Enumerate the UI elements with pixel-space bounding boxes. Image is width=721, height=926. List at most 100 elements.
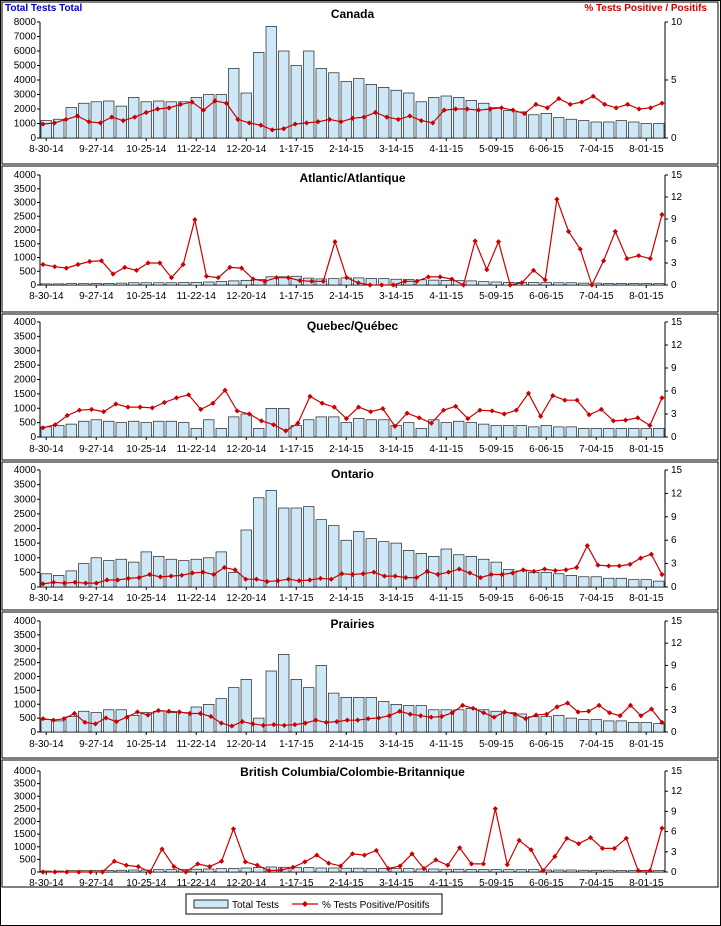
line-marker xyxy=(168,275,175,281)
line-marker xyxy=(135,864,141,870)
line-marker xyxy=(617,713,623,719)
line-marker xyxy=(183,869,189,875)
bar xyxy=(540,282,552,286)
bar xyxy=(428,868,440,873)
line-marker xyxy=(531,568,537,574)
line-marker xyxy=(495,239,502,245)
line-marker xyxy=(309,278,315,284)
line-marker xyxy=(460,282,467,288)
bar xyxy=(390,89,402,139)
line-marker xyxy=(579,99,585,105)
bar xyxy=(353,867,365,873)
line-marker xyxy=(230,826,237,832)
panel-2: Atlantic/Atlantique 0 500 1000 1500 2000 2500 3… xyxy=(1,165,719,313)
y-tick-label-left: 2500 xyxy=(14,509,37,520)
x-tick-label: 3-14-15 xyxy=(379,739,414,750)
bar xyxy=(165,712,177,733)
line-marker xyxy=(381,573,388,579)
bar xyxy=(590,428,602,438)
panel-border xyxy=(1,165,719,313)
bar xyxy=(603,428,615,438)
x-tick-label: 5-09-15 xyxy=(479,444,514,455)
line-marker xyxy=(390,282,396,288)
x-tick-label: 8-30-14 xyxy=(29,739,64,750)
line-marker xyxy=(552,853,558,860)
line-marker xyxy=(234,408,240,414)
y-tick-label-left: 2000 xyxy=(14,672,37,683)
y-tick-label-right: 3 xyxy=(671,705,677,716)
legend-line-label: % Tests Positive/Positifs xyxy=(322,900,430,911)
line-marker xyxy=(519,280,525,286)
line-marker xyxy=(328,576,334,582)
x-tick-label: 9-27-14 xyxy=(79,144,114,155)
line-marker xyxy=(586,412,592,418)
y-tick-label-right: 3 xyxy=(671,258,677,269)
bar xyxy=(465,100,477,139)
line-marker xyxy=(302,859,308,865)
panel-border xyxy=(1,461,719,611)
bar xyxy=(128,869,140,873)
line-marker xyxy=(507,282,513,288)
line-marker xyxy=(575,709,581,715)
bar xyxy=(228,68,240,139)
bar xyxy=(528,572,540,588)
line-marker xyxy=(567,101,573,107)
line-marker xyxy=(88,869,94,875)
bar xyxy=(628,721,640,733)
line-marker xyxy=(523,716,529,722)
panel-3: Quebec/Québec 0 500 1000 1500 2000 2500 3000 350… xyxy=(1,313,719,461)
line-marker xyxy=(647,105,654,111)
line-marker xyxy=(125,575,131,582)
bar xyxy=(340,867,352,873)
y-tick-label-left: 3000 xyxy=(14,494,37,505)
bar xyxy=(265,25,277,139)
line-marker xyxy=(623,835,629,841)
line-marker xyxy=(264,578,270,585)
panel-5: Prairies 0 500 1000 1500 2000 2500 3000 3500 4000… xyxy=(1,611,719,759)
bar xyxy=(540,572,552,588)
line-marker xyxy=(413,575,420,581)
x-tick-label: 8-01-15 xyxy=(629,593,664,604)
line-marker xyxy=(409,851,415,857)
line-marker xyxy=(258,122,264,128)
line-marker xyxy=(275,578,281,584)
line-marker xyxy=(542,277,548,283)
line-marker xyxy=(271,722,277,728)
line-marker xyxy=(243,576,249,582)
line-marker xyxy=(147,571,153,578)
line-marker xyxy=(624,256,630,262)
bar xyxy=(428,279,440,286)
line-marker xyxy=(598,406,604,412)
line-marker xyxy=(295,420,301,426)
bar xyxy=(153,100,165,139)
y-tick-label-right: 6 xyxy=(671,386,677,397)
line-marker xyxy=(467,570,473,576)
bar xyxy=(215,868,227,873)
bar xyxy=(378,541,390,588)
x-tick-label: 6-06-15 xyxy=(529,878,564,889)
bar xyxy=(415,553,427,588)
line-marker xyxy=(403,575,409,581)
line-marker xyxy=(457,845,463,851)
x-tick-label: 9-27-14 xyxy=(79,291,114,302)
line-marker xyxy=(360,571,366,577)
x-tick-label: 1-17-15 xyxy=(279,144,314,155)
line-marker xyxy=(61,580,67,586)
x-tick-label: 11-22-14 xyxy=(177,878,217,889)
y-tick-label-left: 3000 xyxy=(14,644,37,655)
bar xyxy=(153,282,165,286)
bar xyxy=(53,283,65,286)
line-marker xyxy=(472,238,478,244)
line-marker xyxy=(610,418,617,424)
line-marker xyxy=(498,105,505,111)
bar xyxy=(440,95,452,139)
x-tick-label: 4-11-15 xyxy=(429,739,463,750)
y-tick-label-left: 3000 xyxy=(14,90,37,101)
bar xyxy=(653,123,665,139)
y-tick-label-left: 2000 xyxy=(14,817,37,828)
bar xyxy=(603,121,615,139)
line-marker xyxy=(433,857,439,863)
line-marker xyxy=(638,713,644,719)
bar xyxy=(65,716,77,733)
